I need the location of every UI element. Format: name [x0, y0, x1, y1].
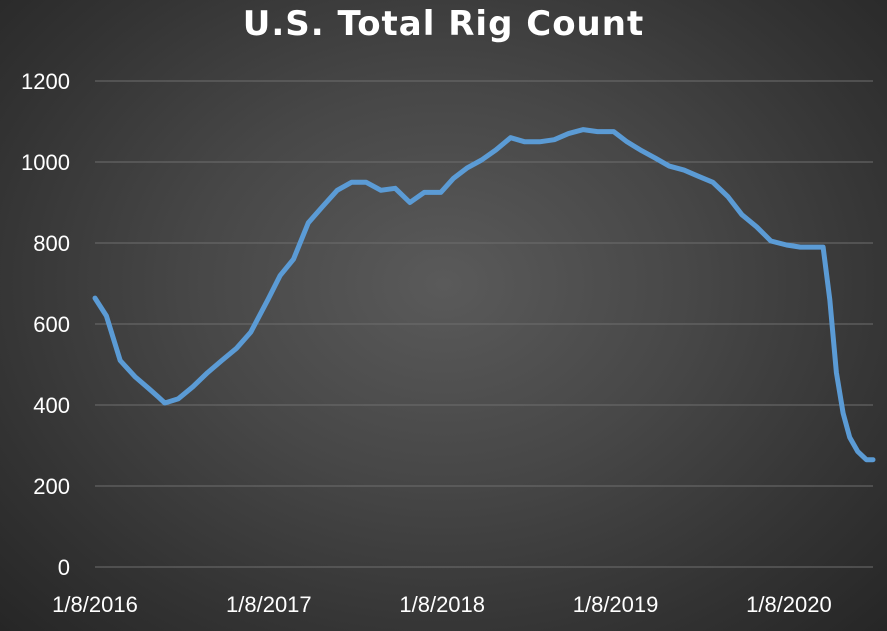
y-tick-label: 600: [33, 312, 70, 337]
y-tick-label: 1200: [21, 69, 70, 94]
x-tick-label: 1/8/2018: [399, 592, 485, 617]
x-tick-label: 1/8/2016: [52, 592, 138, 617]
x-tick-label: 1/8/2020: [746, 592, 832, 617]
y-tick-label: 200: [33, 474, 70, 499]
series-line-0: [92, 127, 876, 463]
chart-title: U.S. Total Rig Count: [242, 4, 645, 44]
y-tick-label: 0: [58, 555, 70, 580]
y-tick-label: 800: [33, 231, 70, 256]
x-tick-label: 1/8/2019: [573, 592, 659, 617]
y-tick-label: 400: [33, 393, 70, 418]
x-tick-label: 1/8/2017: [226, 592, 312, 617]
y-tick-label: 1000: [21, 150, 70, 175]
